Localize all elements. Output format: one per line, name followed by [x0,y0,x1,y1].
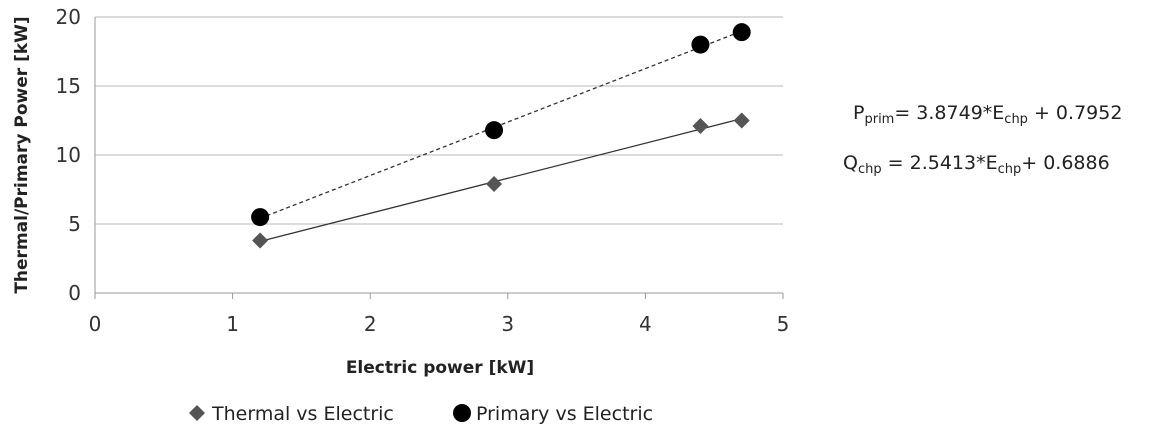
point-thermal-1 [486,175,503,192]
point-thermal-0 [252,232,269,249]
eq-primary-lhs-sub: prim [864,112,895,127]
primary-trendline-equation: Pprim= 3.8749*Echp + 0.7952 [853,102,1122,127]
y-tick-label-0: 0 [68,281,81,305]
y-axis-title: Thermal/Primary Power [kW] [12,16,32,293]
y-tick-label-5: 5 [68,212,81,236]
x-tick-label-1: 1 [226,312,239,336]
legend-marker-thermal-diamond [189,405,205,421]
eq-thermal-lhs: Q [843,152,858,174]
legend-label-primary: Primary vs Electric [476,403,653,425]
point-primary-0 [251,208,270,227]
eq-thermal-mid-sub: chp [997,162,1022,177]
x-axis-title: Electric power [kW] [346,358,534,378]
eq-thermal-mid: = 2.5413*E [881,152,998,174]
x-tick-label-3: 3 [501,312,514,336]
x-tick-label-5: 5 [777,312,790,336]
trendline-series-1 [259,30,742,219]
legend-label-thermal: Thermal vs Electric [211,403,394,425]
grid-lines [95,16,783,294]
point-thermal-2 [692,118,709,135]
thermal-trendline-equation: Qchp = 2.5413*Echp+ 0.6886 [843,152,1110,177]
trendline-series-0 [259,118,742,243]
eq-primary-lhs: P [853,102,865,124]
eq-primary-mid-sub: chp [1004,112,1028,127]
x-axis: 0 1 2 3 4 5 [89,293,790,336]
point-thermal-3 [733,112,750,129]
x-tick-label-4: 4 [639,312,652,336]
point-primary-2 [691,35,710,54]
trendlines [259,30,742,243]
x-tick-label-0: 0 [89,312,102,336]
data-markers [251,23,751,249]
eq-primary-mid: = 3.8749*E [894,102,1005,124]
eq-thermal-lhs-sub: chp [857,162,882,177]
eq-thermal-rhs: + 0.6886 [1021,152,1110,174]
y-tick-label-15: 15 [56,74,81,98]
y-tick-label-20: 20 [56,5,81,29]
y-axis: 0 5 10 15 20 [56,5,96,305]
eq-primary-rhs: + 0.7952 [1027,102,1123,124]
legend-marker-primary-circle [453,404,471,422]
y-tick-label-10: 10 [56,143,81,167]
legend: Thermal vs Electric Primary vs Electric [189,403,653,425]
point-primary-3 [732,23,751,42]
x-tick-label-2: 2 [364,312,377,336]
point-primary-1 [485,121,504,140]
